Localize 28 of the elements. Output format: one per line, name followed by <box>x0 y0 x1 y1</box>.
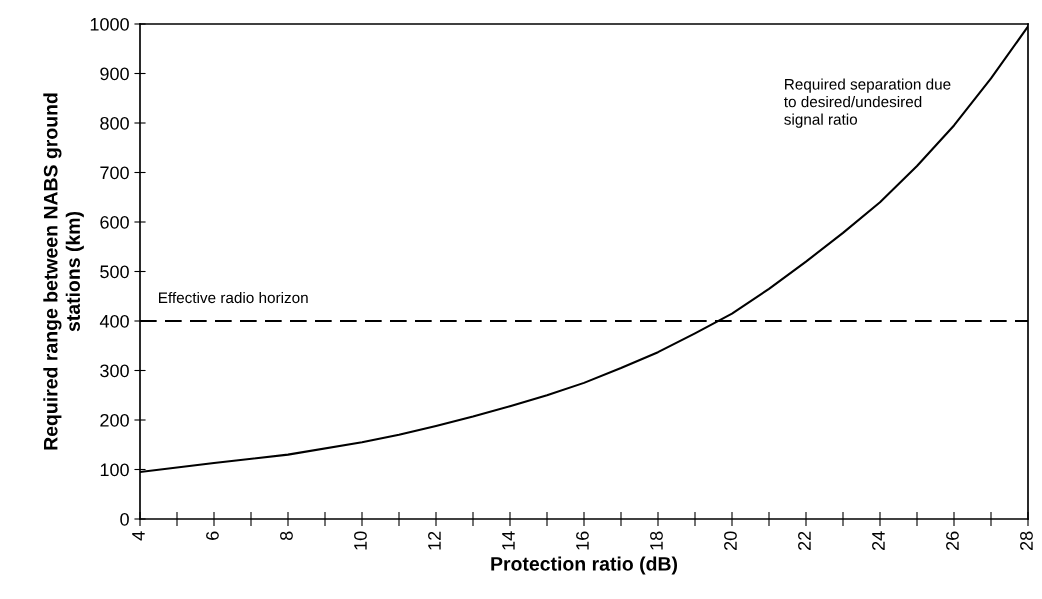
x-tick-label: 14 <box>502 531 515 550</box>
x-tick-label: 6 <box>206 531 219 540</box>
y-tick-label: 0 <box>120 512 129 526</box>
y-tick-label: 500 <box>100 265 129 279</box>
y-tick-label: 800 <box>100 116 129 130</box>
y-tick-label: 200 <box>100 413 129 427</box>
x-tick-label: 12 <box>428 531 441 550</box>
x-tick-label: 26 <box>946 531 959 550</box>
x-tick-label: 18 <box>650 531 663 550</box>
y-tick-label: 400 <box>99 314 129 328</box>
y-tick-label: 300 <box>100 364 129 378</box>
x-tick-label: 24 <box>872 531 885 550</box>
y-tick-label: 100 <box>100 463 129 477</box>
annotation: Required separation due to desired/undesired signal ratio <box>784 78 951 128</box>
y-tick-label: 1000 <box>90 17 129 31</box>
x-tick-label: 8 <box>280 531 293 541</box>
x-tick-label: 4 <box>132 531 145 541</box>
x-tick-label: 16 <box>576 531 589 550</box>
y-tick-label: 600 <box>100 215 129 229</box>
x-tick-label: 28 <box>1020 531 1033 550</box>
y-tick-label: 900 <box>100 67 129 81</box>
y-tick-label: 700 <box>100 166 129 180</box>
x-tick-label: 20 <box>724 531 737 550</box>
x-tick-label: 10 <box>354 531 367 550</box>
x-tick-label: 22 <box>798 531 811 550</box>
y-axis-title: Required range between NABS ground stations (km) <box>43 93 84 450</box>
x-axis-title: Protection ratio (dB) <box>491 556 678 575</box>
ref-line-label: Effective radio horizon <box>159 291 308 304</box>
